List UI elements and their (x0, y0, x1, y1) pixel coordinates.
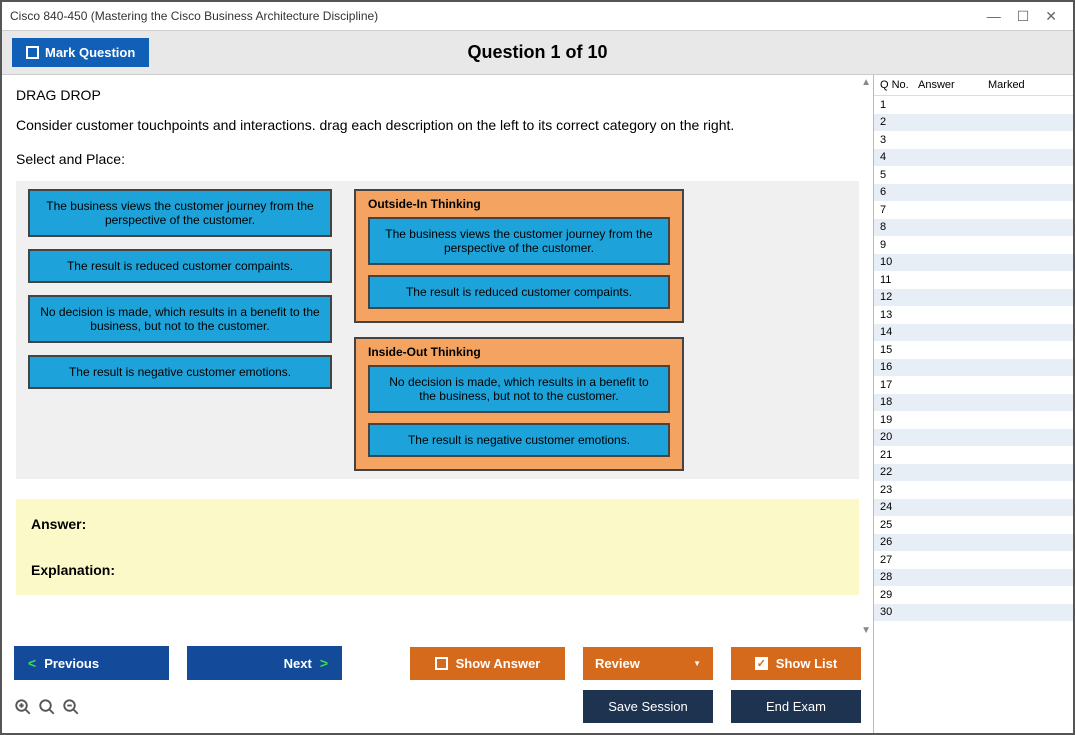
previous-label: Previous (44, 656, 99, 671)
maximize-icon[interactable]: ☐ (1017, 8, 1030, 25)
col-answer: Answer (918, 79, 988, 91)
question-list-row[interactable]: 26 (874, 534, 1073, 552)
question-list-header: Q No. Answer Marked (874, 75, 1073, 96)
question-list-row[interactable]: 3 (874, 131, 1073, 149)
question-list-row[interactable]: 1 (874, 96, 1073, 114)
show-list-label: Show List (776, 656, 837, 671)
question-instruction: Select and Place: (16, 151, 859, 167)
dropped-item[interactable]: The result is negative customer emotions… (368, 423, 670, 457)
question-list-row[interactable]: 17 (874, 376, 1073, 394)
drop-zone-inside-out[interactable]: Inside-Out Thinking No decision is made,… (354, 337, 684, 471)
question-list-row[interactable]: 4 (874, 149, 1073, 167)
source-item[interactable]: The business views the customer journey … (28, 189, 332, 237)
question-list-row[interactable]: 25 (874, 516, 1073, 534)
save-session-label: Save Session (608, 699, 688, 714)
question-list-panel: Q No. Answer Marked 12345678910111213141… (873, 75, 1073, 733)
source-item[interactable]: The result is reduced customer compaints… (28, 249, 332, 283)
close-icon[interactable]: ✕ (1045, 8, 1057, 25)
question-list-row[interactable]: 7 (874, 201, 1073, 219)
source-item[interactable]: The result is negative customer emotions… (28, 355, 332, 389)
question-list-row[interactable]: 9 (874, 236, 1073, 254)
show-list-button[interactable]: ✓ Show List (731, 647, 861, 680)
show-answer-button[interactable]: Show Answer (410, 647, 565, 680)
question-list-row[interactable]: 11 (874, 271, 1073, 289)
titlebar: Cisco 840-450 (Mastering the Cisco Busin… (2, 2, 1073, 30)
question-list-row[interactable]: 27 (874, 551, 1073, 569)
question-list-row[interactable]: 21 (874, 446, 1073, 464)
save-session-button[interactable]: Save Session (583, 690, 713, 723)
question-list-row[interactable]: 6 (874, 184, 1073, 202)
question-text: Consider customer touchpoints and intera… (16, 117, 859, 133)
next-button[interactable]: Next > (187, 646, 342, 680)
answer-section: Answer: Explanation: (16, 499, 859, 595)
end-exam-label: End Exam (766, 699, 826, 714)
question-list-row[interactable]: 23 (874, 481, 1073, 499)
checkbox-checked-icon: ✓ (755, 657, 768, 670)
show-answer-label: Show Answer (456, 656, 541, 671)
question-list-row[interactable]: 5 (874, 166, 1073, 184)
question-list-row[interactable]: 20 (874, 429, 1073, 447)
question-list-row[interactable]: 29 (874, 586, 1073, 604)
mark-question-label: Mark Question (45, 45, 135, 60)
dropped-item[interactable]: No decision is made, which results in a … (368, 365, 670, 413)
drop-zone-title: Outside-In Thinking (368, 197, 670, 211)
dropped-item[interactable]: The business views the customer journey … (368, 217, 670, 265)
checkbox-icon (435, 657, 448, 670)
source-item[interactable]: No decision is made, which results in a … (28, 295, 332, 343)
question-list-row[interactable]: 12 (874, 289, 1073, 307)
chevron-down-icon: ▼ (693, 659, 701, 668)
window-title: Cisco 840-450 (Mastering the Cisco Busin… (10, 9, 987, 23)
question-list-row[interactable]: 14 (874, 324, 1073, 342)
minimize-icon[interactable]: — (987, 8, 1001, 25)
zoom-reset-icon[interactable] (38, 698, 56, 716)
question-list-row[interactable]: 24 (874, 499, 1073, 517)
review-button[interactable]: Review ▼ (583, 647, 713, 680)
scroll-up-icon[interactable]: ▲ (861, 77, 871, 88)
drop-zone-title: Inside-Out Thinking (368, 345, 670, 359)
question-list-row[interactable]: 19 (874, 411, 1073, 429)
chevron-right-icon: > (320, 655, 328, 671)
question-type: DRAG DROP (16, 87, 859, 103)
question-list-row[interactable]: 18 (874, 394, 1073, 412)
main-panel: ▲ DRAG DROP Consider customer touchpoint… (2, 75, 873, 733)
zoom-out-icon[interactable] (62, 698, 80, 716)
dropped-item[interactable]: The result is reduced customer compaints… (368, 275, 670, 309)
scroll-down-icon[interactable]: ▼ (861, 625, 871, 636)
body: ▲ DRAG DROP Consider customer touchpoint… (2, 75, 1073, 733)
question-list-row[interactable]: 15 (874, 341, 1073, 359)
review-label: Review (595, 656, 640, 671)
question-list-row[interactable]: 10 (874, 254, 1073, 272)
drag-drop-area: The business views the customer journey … (16, 181, 859, 479)
question-list-row[interactable]: 2 (874, 114, 1073, 132)
target-column: Outside-In Thinking The business views t… (354, 189, 684, 471)
question-list-row[interactable]: 30 (874, 604, 1073, 622)
question-list-row[interactable]: 8 (874, 219, 1073, 237)
col-marked: Marked (988, 79, 1069, 91)
zoom-in-icon[interactable] (14, 698, 32, 716)
source-column: The business views the customer journey … (20, 189, 340, 471)
explanation-label: Explanation: (31, 562, 844, 578)
app-window: Cisco 840-450 (Mastering the Cisco Busin… (0, 0, 1075, 735)
question-counter: Question 1 of 10 (467, 42, 607, 63)
chevron-left-icon: < (28, 655, 36, 671)
question-list-row[interactable]: 13 (874, 306, 1073, 324)
window-controls: — ☐ ✕ (987, 8, 1065, 25)
question-list-row[interactable]: 22 (874, 464, 1073, 482)
question-list-row[interactable]: 28 (874, 569, 1073, 587)
next-label: Next (284, 656, 312, 671)
question-list-row[interactable]: 16 (874, 359, 1073, 377)
end-exam-button[interactable]: End Exam (731, 690, 861, 723)
col-qno: Q No. (880, 79, 918, 91)
previous-button[interactable]: < Previous (14, 646, 169, 680)
question-content: ▲ DRAG DROP Consider customer touchpoint… (2, 75, 873, 638)
drop-zone-outside-in[interactable]: Outside-In Thinking The business views t… (354, 189, 684, 323)
mark-question-button[interactable]: Mark Question (12, 38, 149, 67)
mark-checkbox-icon (26, 46, 39, 59)
answer-label: Answer: (31, 516, 844, 532)
question-list[interactable]: 1234567891011121314151617181920212223242… (874, 96, 1073, 733)
header-bar: Mark Question Question 1 of 10 (2, 30, 1073, 75)
zoom-controls (14, 698, 80, 716)
footer: < Previous Next > Show Answer Review ▼ (2, 638, 873, 733)
